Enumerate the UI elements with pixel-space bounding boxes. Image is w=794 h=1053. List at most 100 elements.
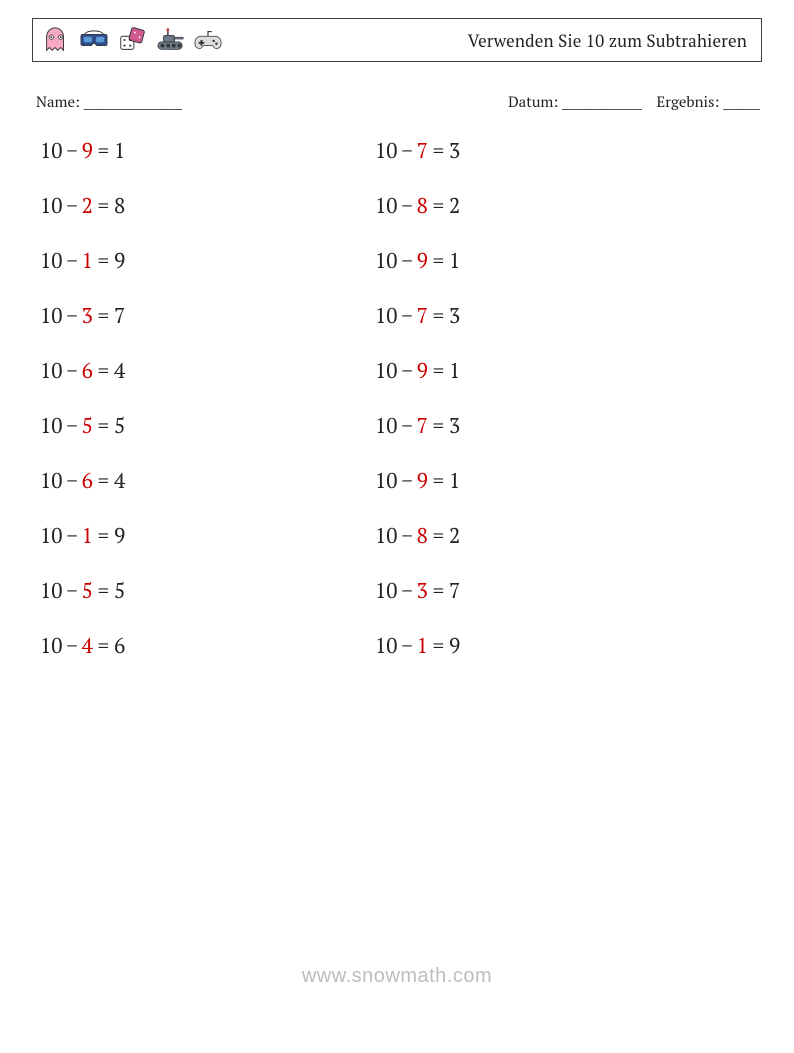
equation: 10−4=6	[40, 633, 375, 659]
minuend: 10	[40, 412, 62, 440]
subtrahend: 9	[82, 137, 93, 165]
subtrahend: 1	[82, 522, 93, 550]
header-banner: Verwenden Sie 10 zum Subtrahieren	[32, 18, 762, 62]
minuend: 10	[40, 522, 62, 550]
worksheet-page: Verwenden Sie 10 zum Subtrahieren Name: …	[0, 0, 794, 1053]
result: 2	[449, 522, 460, 550]
subtrahend: 5	[82, 577, 93, 605]
subtrahend: 3	[417, 577, 428, 605]
equals: =	[98, 137, 109, 165]
subtrahend: 2	[82, 192, 93, 220]
minuend: 10	[40, 137, 62, 165]
meta-line: Name: ________________ Datum: __________…	[36, 92, 760, 112]
equation: 10−7=3	[375, 138, 710, 164]
operator: −	[66, 192, 77, 220]
gamepad-icon	[193, 25, 223, 55]
subtrahend: 9	[417, 357, 428, 385]
operator: −	[401, 192, 412, 220]
date-result-field: Datum: _____________ Ergebnis: ______	[508, 92, 760, 112]
equals: =	[98, 467, 109, 495]
name-blank: ________________	[84, 92, 182, 112]
subtrahend: 5	[82, 412, 93, 440]
operator: −	[401, 522, 412, 550]
equals: =	[98, 302, 109, 330]
problems-grid: 10−9=110−2=810−1=910−3=710−6=410−5=510−6…	[40, 138, 710, 659]
date-label: Datum:	[508, 92, 558, 112]
subtrahend: 9	[417, 247, 428, 275]
equals: =	[433, 577, 444, 605]
operator: −	[66, 137, 77, 165]
operator: −	[66, 577, 77, 605]
minuend: 10	[40, 192, 62, 220]
result: 7	[114, 302, 125, 330]
problems-column-left: 10−9=110−2=810−1=910−3=710−6=410−5=510−6…	[40, 138, 375, 659]
minuend: 10	[375, 412, 397, 440]
equals: =	[98, 522, 109, 550]
equation: 10−2=8	[40, 193, 375, 219]
equals: =	[433, 302, 444, 330]
dice-icon	[117, 25, 147, 55]
equation: 10−3=7	[40, 303, 375, 329]
equals: =	[433, 357, 444, 385]
result: 3	[449, 137, 460, 165]
result: 6	[114, 632, 125, 660]
equation: 10−5=5	[40, 413, 375, 439]
result: 4	[114, 357, 125, 385]
result: 8	[114, 192, 125, 220]
minuend: 10	[40, 357, 62, 385]
subtrahend: 6	[82, 467, 93, 495]
equals: =	[433, 137, 444, 165]
equals: =	[98, 412, 109, 440]
result: 5	[114, 577, 125, 605]
subtrahend: 7	[417, 137, 428, 165]
subtrahend: 7	[417, 302, 428, 330]
watermark: www.snowmath.com	[0, 965, 794, 988]
problems-column-right: 10−7=310−8=210−9=110−7=310−9=110−7=310−9…	[375, 138, 710, 659]
minuend: 10	[40, 632, 62, 660]
result: 1	[449, 247, 460, 275]
subtrahend: 4	[82, 632, 93, 660]
minuend: 10	[40, 577, 62, 605]
subtrahend: 1	[82, 247, 93, 275]
result: 1	[449, 467, 460, 495]
result: 9	[449, 632, 460, 660]
result: 5	[114, 412, 125, 440]
equals: =	[433, 632, 444, 660]
operator: −	[66, 357, 77, 385]
equation: 10−1=9	[40, 248, 375, 274]
subtrahend: 1	[417, 632, 428, 660]
tank-icon	[155, 25, 185, 55]
result: 4	[114, 467, 125, 495]
minuend: 10	[40, 247, 62, 275]
minuend: 10	[375, 577, 397, 605]
operator: −	[66, 522, 77, 550]
minuend: 10	[40, 302, 62, 330]
subtrahend: 9	[417, 467, 428, 495]
equals: =	[98, 357, 109, 385]
name-field: Name: ________________	[36, 92, 182, 112]
equation: 10−9=1	[375, 248, 710, 274]
result: 9	[114, 522, 125, 550]
equals: =	[433, 247, 444, 275]
equals: =	[433, 412, 444, 440]
operator: −	[66, 247, 77, 275]
equation: 10−7=3	[375, 413, 710, 439]
equals: =	[98, 632, 109, 660]
equals: =	[433, 522, 444, 550]
result: 1	[114, 137, 125, 165]
equation: 10−6=4	[40, 358, 375, 384]
equation: 10−9=1	[375, 358, 710, 384]
equation: 10−6=4	[40, 468, 375, 494]
equals: =	[433, 467, 444, 495]
equation: 10−1=9	[40, 523, 375, 549]
subtrahend: 8	[417, 192, 428, 220]
operator: −	[66, 467, 77, 495]
result-blank: ______	[723, 92, 760, 112]
operator: −	[401, 632, 412, 660]
result: 1	[449, 357, 460, 385]
minuend: 10	[375, 522, 397, 550]
minuend: 10	[375, 632, 397, 660]
equation: 10−8=2	[375, 523, 710, 549]
operator: −	[401, 302, 412, 330]
date-blank: _____________	[562, 92, 642, 112]
